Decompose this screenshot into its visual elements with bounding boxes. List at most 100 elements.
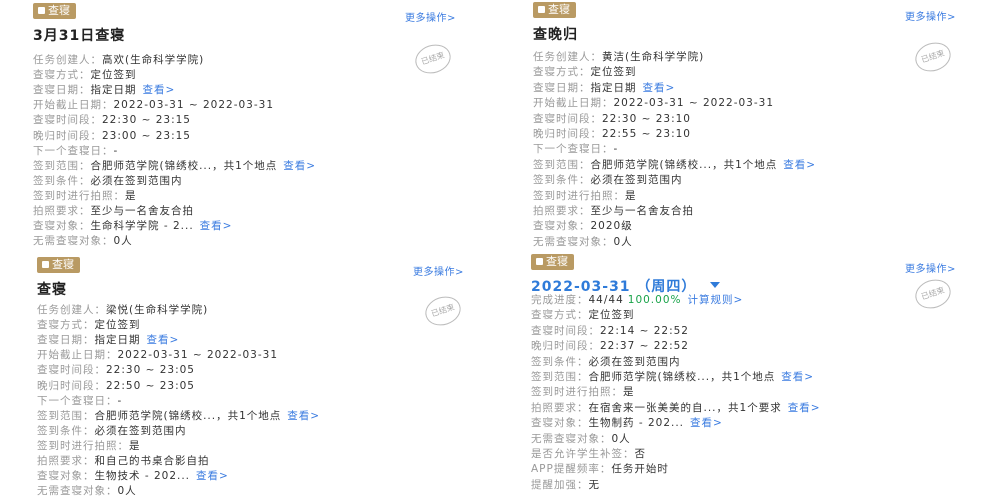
info-row: 下一个查寝日：- [533,143,618,156]
row-label: 晚归时间段： [33,129,102,142]
info-row: 签到时进行拍照：是 [531,386,635,399]
view-link[interactable]: 查看> [642,81,676,94]
info-row: 拍照要求：和自己的书桌合影自拍 [37,455,210,468]
row-value: 至少与一名舍友合拍 [590,205,694,217]
info-row: 晚归时间段：23:00 ~ 23:15 [33,130,191,143]
more-actions-link[interactable]: 更多操作> [905,12,956,23]
info-row: 开始截止日期：2022-03-31 ~ 2022-03-31 [533,97,774,110]
row-value: 22:30 ~ 23:10 [602,112,691,125]
view-link[interactable]: 查看> [690,417,723,430]
row-value: 高欢(生命科学学院) [102,54,205,66]
row-value: 23:00 ~ 23:15 [102,129,191,142]
row-label: 签到范围： [33,159,91,172]
row-value: 指定日期 [90,84,137,97]
card-title: 查寝 [37,282,67,298]
row-value: 必须在签到范围内 [590,174,683,187]
row-label: 签到条件： [531,355,589,368]
row-label: 查寝日期： [533,81,591,94]
row-label: 开始截止日期： [37,349,118,362]
info-row: 任务创建人：梁悦(生命科学学院) [37,304,208,317]
row-label: 查寝方式： [33,69,91,82]
row-label: 查寝对象： [533,220,591,233]
row-value: 是 [129,439,141,452]
row-value: - [113,144,119,157]
info-row: 查寝对象：生物技术 - 202... 查看> [37,470,229,483]
row-label: 签到范围： [533,158,591,171]
row-label: 签到范围： [531,371,589,383]
info-row: 签到范围：合肥师范学院(锦绣校...，共1个地点 查看> [533,159,816,172]
info-row: 任务创建人：黄洁(生命科学学院) [533,51,704,64]
row-label: 是否允许学生补签： [531,448,635,460]
row-label: 签到范围： [37,409,95,422]
more-actions-link[interactable]: 更多操作> [413,267,464,278]
row-value: 合肥师范学院(锦绣校...，共1个地点 [94,409,282,422]
row-value: - [117,394,123,407]
ended-stamp: 已结束 [911,275,955,313]
row-value: - [613,143,619,156]
view-link[interactable]: 查看> [287,409,321,422]
row-label: 无需查寝对象： [37,485,118,498]
info-row: 查寝方式：定位签到 [533,66,637,79]
row-value: 生物技术 - 202... [94,470,191,483]
row-label: 提醒加强： [531,478,589,491]
row-value: 合肥师范学院(锦绣校...，共1个地点 [90,159,278,172]
info-row: 签到条件：必须在签到范围内 [33,175,183,188]
info-row: 查寝时间段：22:30 ~ 23:15 [33,114,191,127]
view-link[interactable]: 查看> [196,470,229,483]
info-row: 签到范围：合肥师范学院(锦绣校...，共1个地点 查看> [33,160,316,173]
row-label: 签到时进行拍照： [37,439,129,452]
row-value: 0人 [611,432,631,445]
row-label: 签到条件： [33,174,91,187]
row-label: 下一个查寝日： [33,144,114,157]
more-actions-link[interactable]: 更多操作> [905,264,956,275]
view-link[interactable]: 查看> [283,159,317,172]
info-row: 任务创建人：高欢(生命科学学院) [33,54,204,67]
more-actions-link[interactable]: 更多操作> [405,13,456,24]
row-value: 生命科学学院 - 2... [90,220,194,233]
row-label: 查寝时间段： [37,364,106,377]
row-value: 至少与一名舍友合拍 [90,205,194,217]
view-link[interactable]: 查看> [146,334,180,347]
info-row: 签到条件：必须在签到范围内 [531,356,681,369]
view-link[interactable]: 计算规则> [687,294,744,306]
row-value: 合肥师范学院(锦绣校...，共1个地点 [590,158,778,171]
info-row: 签到时进行拍照：是 [533,190,637,203]
row-label: 下一个查寝日： [37,394,118,407]
row-label: 查寝时间段： [533,112,602,125]
info-row: 完成进度：44/44 100.00% 计算规则> [531,294,743,307]
progress-percent: 100.00% [627,294,682,306]
row-value: 合肥师范学院(锦绣校...，共1个地点 [588,371,776,383]
info-row: 无需查寝对象：0人 [531,433,631,446]
row-label: 下一个查寝日： [533,143,614,156]
info-row: 查寝日期：指定日期 查看> [33,84,175,97]
info-row: 下一个查寝日：- [33,145,118,158]
row-value: 0人 [117,485,137,498]
row-label: APP提醒频率： [531,463,612,476]
info-row: 无需查寝对象：0人 [37,485,137,498]
row-value: 定位签到 [90,69,137,82]
row-value: 在宿舍来一张美美的自...，共1个要求 [588,401,782,414]
row-label: 晚归时间段： [533,128,602,140]
ended-stamp: 已结束 [911,38,955,76]
row-label: 查寝对象： [37,470,95,483]
row-value: 必须在签到范围内 [90,174,183,187]
view-link[interactable]: 查看> [783,158,817,171]
info-row: 查寝对象：生命科学学院 - 2... 查看> [33,220,232,233]
card-title[interactable]: 2022-03-31 （周四） [531,276,720,296]
view-link[interactable]: 查看> [781,371,815,383]
row-label: 无需查寝对象： [531,432,612,445]
view-link[interactable]: 查看> [787,401,821,414]
row-label: 签到时进行拍照： [533,189,625,202]
view-link[interactable]: 查看> [199,220,233,233]
row-label: 签到时进行拍照： [33,189,125,202]
ended-stamp: 已结束 [421,292,465,330]
row-value: 否 [634,448,646,460]
row-value: 2022-03-31 ~ 2022-03-31 [117,349,279,362]
info-row: 查寝时间段：22:30 ~ 23:05 [37,364,195,377]
view-link[interactable]: 查看> [142,84,176,97]
row-label: 拍照要求： [37,455,95,467]
row-value: 22:55 ~ 23:10 [602,128,691,140]
row-label: 任务创建人： [533,51,602,63]
info-row: 是否允许学生补签：否 [531,448,646,461]
card-title: 3月31日查寝 [33,28,126,44]
